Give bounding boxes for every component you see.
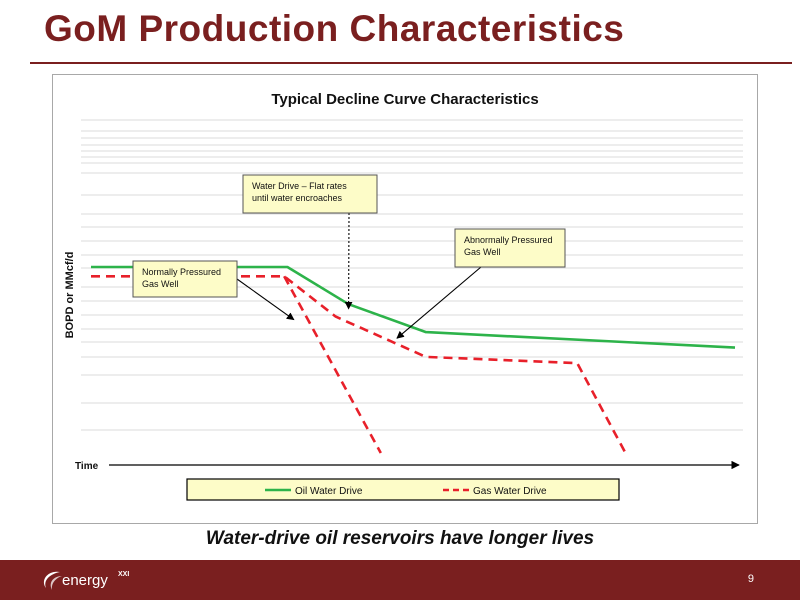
- footer-bar: energy XXI 9: [0, 560, 800, 600]
- callout-box: [132, 260, 238, 298]
- decline-curve-chart: Typical Decline Curve Characteristics BO…: [64, 91, 743, 501]
- page-number: 9: [747, 573, 754, 585]
- y-axis-label: BOPD or MMcf/d: [64, 252, 76, 339]
- series-line-gas-water-drive: [91, 275, 627, 454]
- callout-normally-pressured: Normally Pressured Gas Well: [132, 260, 295, 321]
- legend-label-oil-water-drive: Oil Water Drive: [295, 486, 363, 497]
- callout-text: Abnormally Pressured: [464, 235, 553, 245]
- chart-title: Typical Decline Curve Characteristics: [271, 91, 538, 108]
- callout-abnormally-pressured: Abnormally Pressured Gas Well: [396, 228, 566, 339]
- callout-text: until water encroaches: [252, 193, 343, 203]
- legend-box: [186, 478, 620, 501]
- series-line-gas-steep-decline: [283, 275, 382, 454]
- callout-text: Water Drive – Flat rates: [252, 181, 347, 191]
- logo-superscript: XXI: [118, 571, 130, 578]
- x-axis-label: Time: [75, 461, 99, 472]
- chart-legend: Oil Water Drive Gas Water Drive: [186, 478, 620, 501]
- callout-text: Gas Well: [464, 247, 500, 257]
- logo-text: energy: [62, 572, 108, 589]
- callout-box: [242, 174, 378, 214]
- callout-arrow: [396, 266, 482, 339]
- title-divider: [30, 62, 792, 64]
- slide-title: GoM Production Characteristics: [44, 8, 625, 49]
- callout-arrow: [236, 278, 295, 321]
- chart-frame: Typical Decline Curve Characteristics BO…: [52, 74, 758, 524]
- annotation-layer: Normally Pressured Gas Well Water Drive – …: [132, 174, 566, 339]
- logo-swoosh-icon: [43, 571, 62, 590]
- callout-water-drive: Water Drive – Flat rates until water encr…: [242, 174, 378, 310]
- callout-text: Gas Well: [142, 279, 178, 289]
- chart-gridlines: [81, 119, 743, 431]
- slide-subtitle: Water-drive oil reservoirs have longer l…: [205, 528, 595, 549]
- callout-box: [454, 228, 566, 268]
- legend-label-gas-water-drive: Gas Water Drive: [473, 486, 547, 497]
- callout-text: Normally Pressured: [142, 267, 221, 277]
